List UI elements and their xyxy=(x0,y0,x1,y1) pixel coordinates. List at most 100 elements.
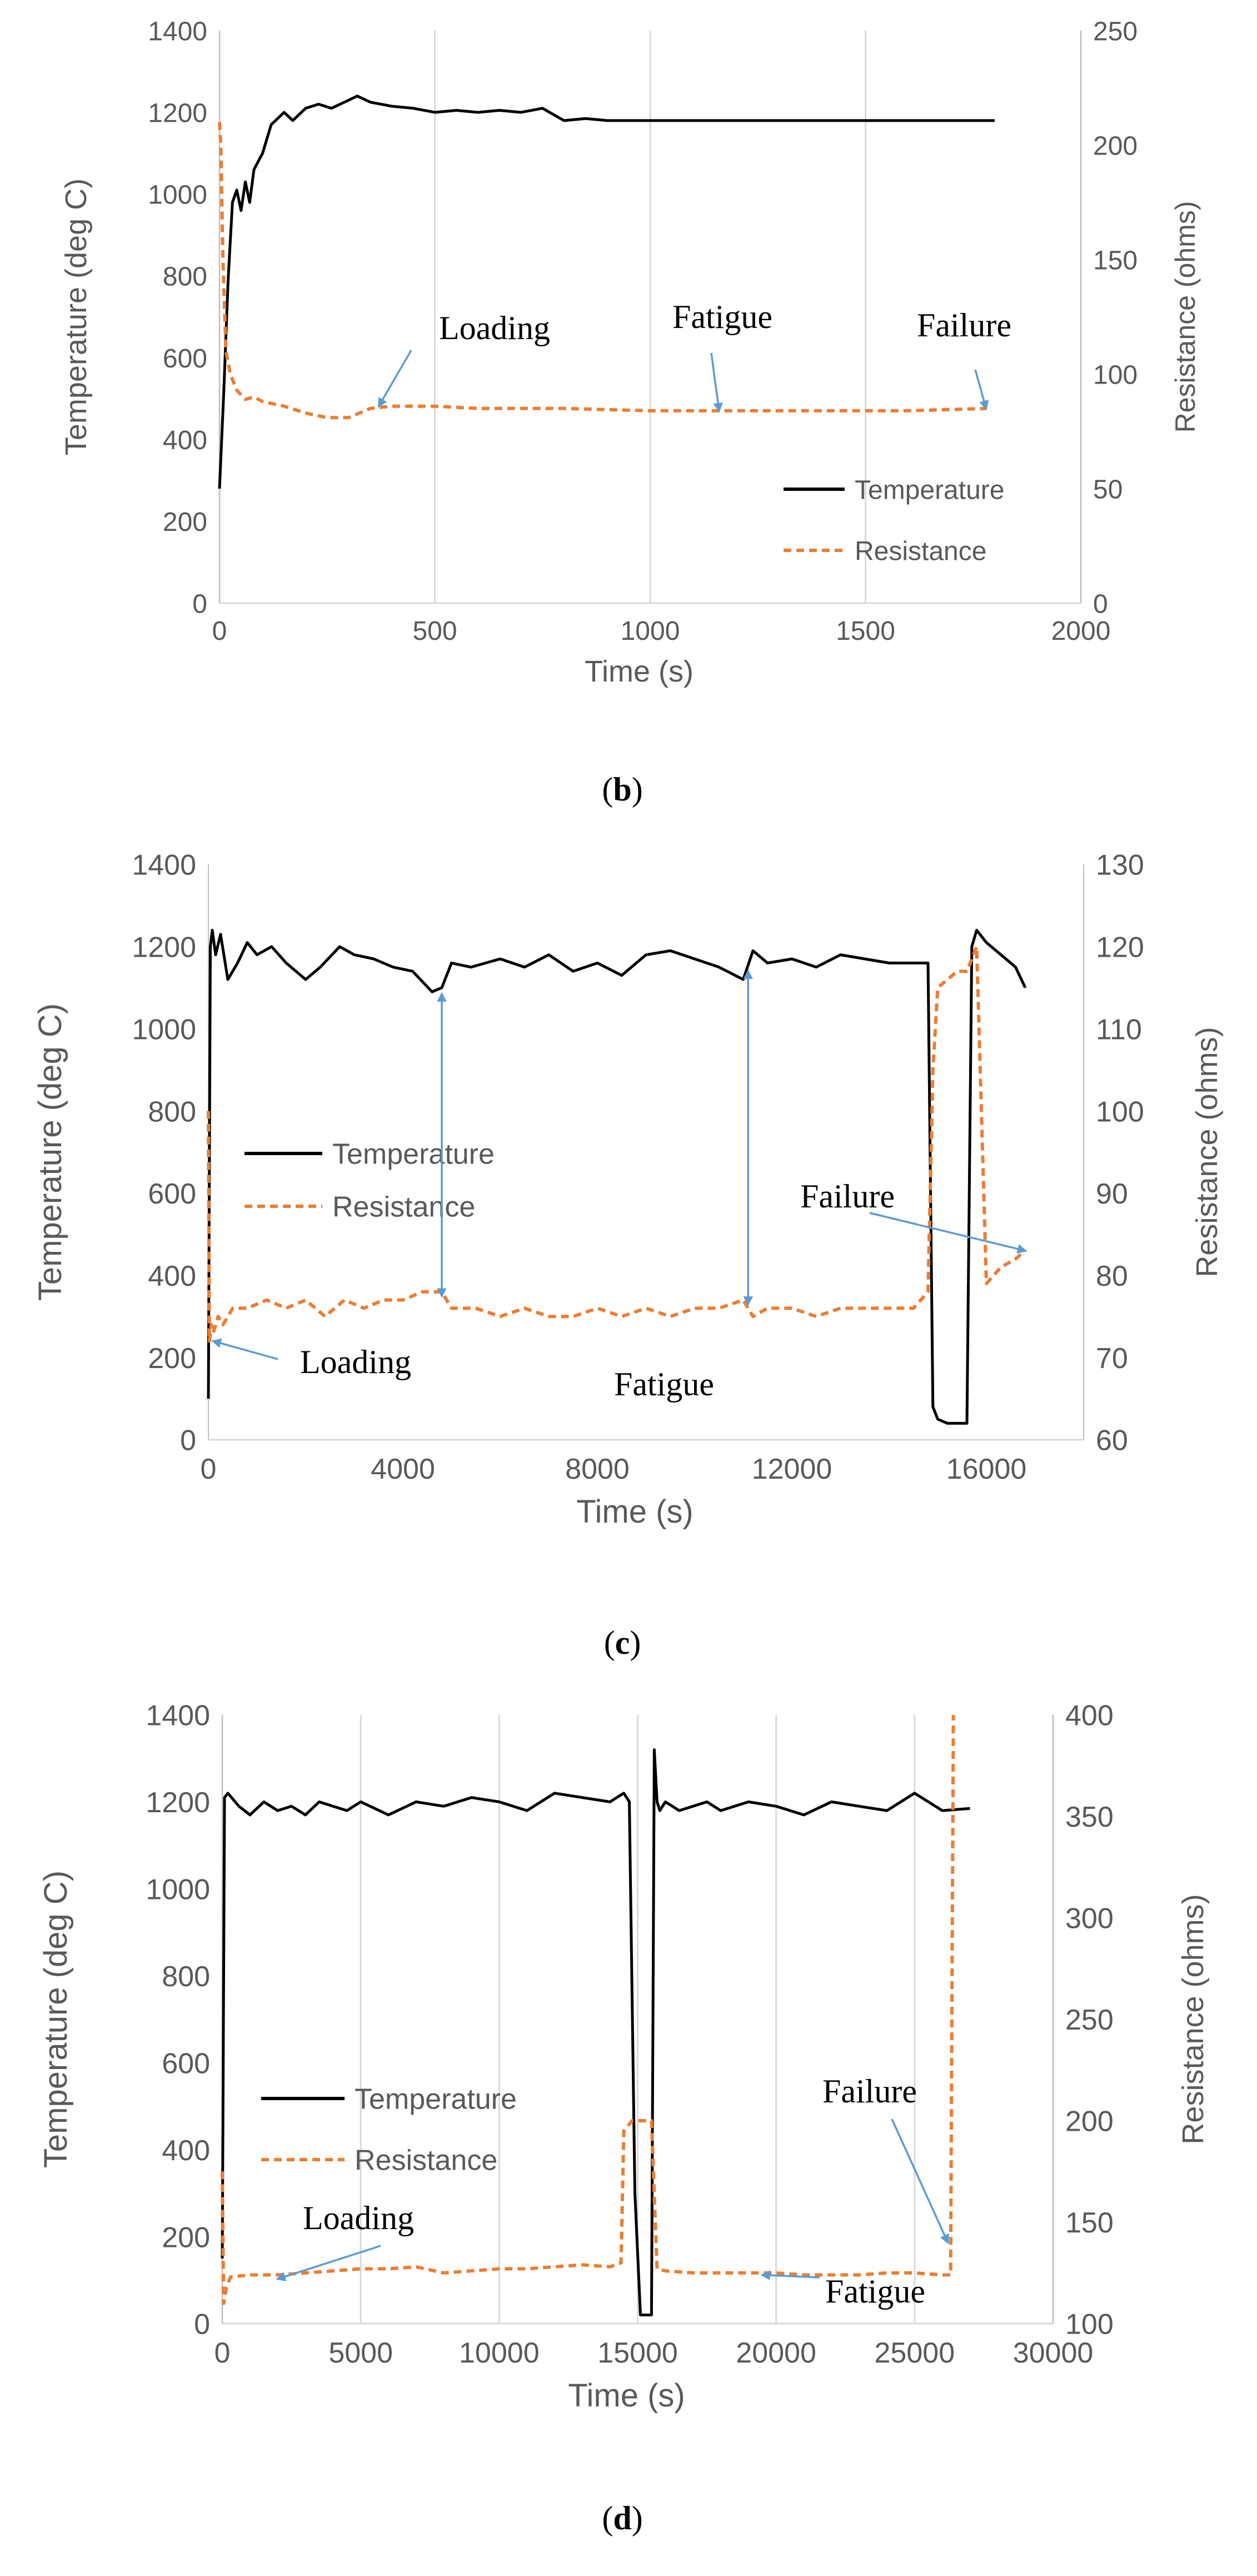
x-tick-label: 15000 xyxy=(597,2337,678,2369)
annotation-fatigue: Fatigue xyxy=(825,2273,925,2310)
y2-tick-label: 50 xyxy=(1093,475,1123,504)
y2-tick-label: 200 xyxy=(1065,2106,1114,2138)
annotation-arrow xyxy=(710,352,723,413)
chart-panel-c: 0 4000 8000 12000 16000 0 200 400 600 800 1000 1200… xyxy=(32,849,1224,1661)
annotation-arrow xyxy=(760,2270,820,2280)
annotation-failure: Failure xyxy=(917,307,1011,344)
y-tick-label: 400 xyxy=(148,1260,196,1292)
figure-caption: (d) xyxy=(602,2500,642,2537)
y-tick-label: 1200 xyxy=(146,1787,210,1819)
y2-tick-label: 400 xyxy=(1065,1700,1114,1732)
y2-tick-label: 150 xyxy=(1093,246,1138,275)
y-tick-label: 800 xyxy=(163,262,207,292)
annotation-failure: Failure xyxy=(800,1178,895,1215)
annotation-arrow xyxy=(891,2119,949,2245)
y2-tick-label: 70 xyxy=(1096,1342,1128,1375)
x-tick-label: 0 xyxy=(215,2337,231,2369)
y2-tick-label: 0 xyxy=(1093,589,1108,619)
y2-tick-label: 300 xyxy=(1065,1903,1114,1935)
y-tick-label: 0 xyxy=(180,1425,196,1457)
y2-tick-label: 150 xyxy=(1065,2207,1114,2239)
y-tick-label: 600 xyxy=(148,1178,196,1210)
x-axis-title: Time (s) xyxy=(576,1494,693,1530)
y-tick-label: 1200 xyxy=(148,98,207,128)
y2-tick-label: 250 xyxy=(1065,2004,1114,2036)
temperature-series-line xyxy=(221,1748,970,2316)
y2-axis-title: Resistance (ohms) xyxy=(1170,201,1201,433)
x-tick-label: 1500 xyxy=(836,616,895,646)
y-tick-label: 800 xyxy=(162,1961,210,1993)
x-tick-label: 2000 xyxy=(1051,616,1111,646)
x-tick-label: 25000 xyxy=(875,2337,955,2369)
chart-panel-d: 0 5000 10000 15000 20000 25000 30000 0 200 400 600… xyxy=(38,1700,1210,2537)
y-axis-title: Temperature (deg C) xyxy=(38,1871,74,2168)
y2-tick-label: 100 xyxy=(1065,2309,1114,2341)
legend-resistance-label: Resistance xyxy=(355,2145,497,2177)
y-tick-label: 1000 xyxy=(146,1874,210,1906)
y-tick-label: 1400 xyxy=(148,17,207,46)
y2-tick-label: 130 xyxy=(1096,849,1144,882)
y2-tick-label: 90 xyxy=(1096,1178,1128,1210)
x-tick-label: 30000 xyxy=(1013,2337,1094,2369)
y2-tick-label: 250 xyxy=(1093,17,1138,46)
y-tick-label: 200 xyxy=(148,1342,196,1375)
y2-axis-title: Resistance (ohms) xyxy=(1190,1027,1224,1277)
annotation-loading: Loading xyxy=(300,1344,411,1380)
x-tick-label: 4000 xyxy=(371,1453,435,1485)
y2-axis-title: Resistance (ohms) xyxy=(1176,1894,1210,2144)
annotation-arrow xyxy=(974,369,989,411)
x-tick-label: 10000 xyxy=(459,2337,540,2369)
figure-caption: (b) xyxy=(602,771,642,808)
y-tick-label: 600 xyxy=(163,344,207,374)
annotation-fatigue: Fatigue xyxy=(672,299,772,335)
temperature-series-line xyxy=(207,928,1027,1425)
y-tick-label: 1000 xyxy=(148,181,207,210)
x-axis-title: Time (s) xyxy=(585,655,694,688)
y-tick-label: 1000 xyxy=(132,1013,196,1046)
annotation-loading: Loading xyxy=(303,2200,414,2236)
legend-resistance-label: Resistance xyxy=(855,536,986,566)
y2-tick-label: 120 xyxy=(1096,932,1144,964)
y2-tick-label: 80 xyxy=(1096,1260,1128,1292)
x-tick-label: 16000 xyxy=(946,1453,1027,1485)
temperature-series-line xyxy=(218,95,995,489)
y-axis-title: Temperature (deg C) xyxy=(59,178,93,455)
x-tick-label: 20000 xyxy=(736,2337,816,2369)
x-tick-label: 12000 xyxy=(752,1453,832,1485)
x-axis-title: Time (s) xyxy=(568,2378,685,2414)
legend-temperature-label: Temperature xyxy=(355,2083,517,2116)
y2-tick-label: 60 xyxy=(1096,1425,1128,1457)
y2-tick-label: 100 xyxy=(1096,1096,1144,1128)
y-tick-label: 200 xyxy=(162,2221,210,2254)
y-tick-label: 0 xyxy=(192,589,207,619)
chart-panel-b: 0 500 1000 1500 2000020040060080010001200140… xyxy=(59,17,1201,808)
y2-tick-label: 100 xyxy=(1093,360,1138,390)
x-tick-label: 0 xyxy=(212,616,227,646)
annotation-failure: Failure xyxy=(822,2073,917,2110)
figure-caption: (c) xyxy=(604,1624,641,1661)
y-tick-label: 1200 xyxy=(132,932,196,964)
y2-tick-label: 110 xyxy=(1096,1013,1142,1046)
y-tick-label: 800 xyxy=(148,1096,196,1128)
y-tick-label: 0 xyxy=(194,2309,210,2341)
x-tick-label: 500 xyxy=(412,616,457,646)
y2-tick-label: 200 xyxy=(1093,131,1138,161)
y-tick-label: 400 xyxy=(162,2135,210,2167)
annotation-arrow xyxy=(869,1212,1027,1254)
legend-temperature-label: Temperature xyxy=(332,1138,495,1171)
x-tick-label: 0 xyxy=(201,1453,217,1485)
y2-tick-label: 350 xyxy=(1065,1801,1114,1833)
x-tick-label: 5000 xyxy=(328,2337,393,2369)
annotation-loading: Loading xyxy=(439,310,550,346)
annotation-arrow xyxy=(211,1338,278,1360)
resistance-series-line xyxy=(221,1714,955,2305)
annotation-fatigue: Fatigue xyxy=(614,1366,714,1403)
y-tick-label: 1400 xyxy=(146,1700,210,1732)
y-tick-label: 400 xyxy=(163,426,207,455)
y-tick-label: 1400 xyxy=(132,849,196,882)
y-tick-label: 600 xyxy=(162,2047,210,2080)
legend-temperature-label: Temperature xyxy=(855,475,1004,505)
y-axis-title: Temperature (deg C) xyxy=(32,1003,68,1301)
x-tick-label: 8000 xyxy=(565,1453,630,1485)
annotation-arrow xyxy=(276,2245,381,2281)
